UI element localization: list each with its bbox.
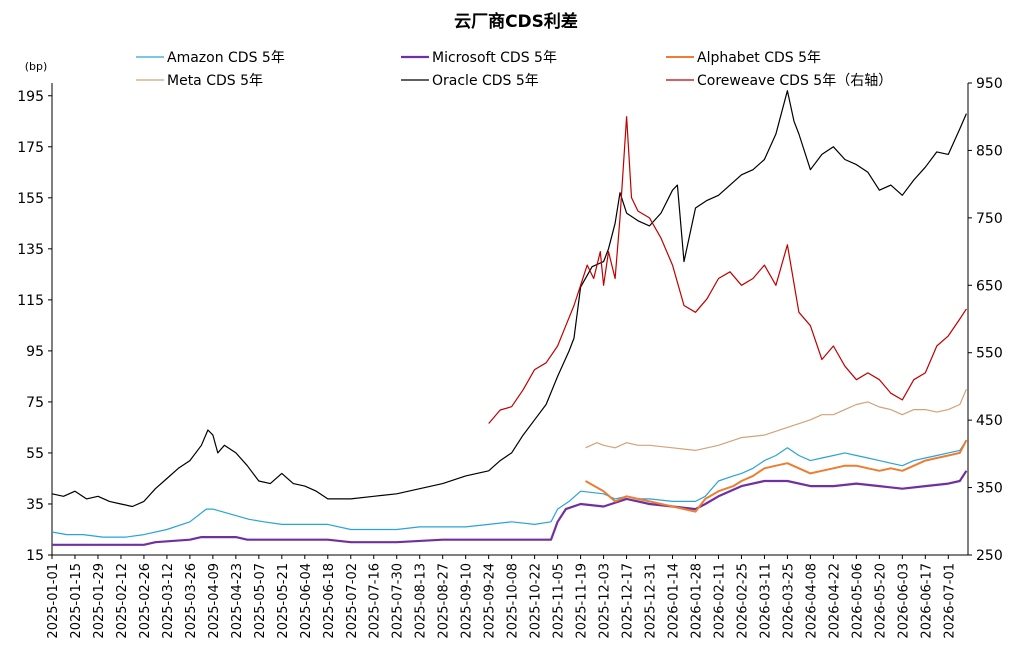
x-tick-label: 2026-06-03 [896, 563, 911, 639]
x-tick-label: 2026-04-22 [827, 563, 842, 639]
x-tick-label: 2025-09-10 [460, 563, 475, 639]
y-tick-label: 155 [17, 191, 44, 207]
x-tick-label: 2025-11-05 [552, 563, 567, 639]
x-tick-label: 2025-12-17 [621, 563, 636, 639]
y-tick-label: 35 [26, 497, 44, 513]
x-tick-label: 2025-01-29 [92, 563, 107, 639]
x-tick-label: 2025-12-03 [598, 563, 613, 639]
x-tick-label: 2025-08-13 [414, 563, 429, 639]
legend-label: Coreweave CDS 5年（右轴） [697, 73, 892, 89]
x-tick-label: 2026-02-25 [735, 563, 750, 639]
x-tick-label: 2025-09-24 [483, 563, 498, 639]
x-tick-label: 2025-11-19 [575, 563, 590, 639]
y2-tick-label: 350 [976, 481, 1003, 497]
x-tick-label: 2026-05-20 [873, 563, 888, 639]
x-tick-label: 2025-06-04 [299, 563, 314, 639]
x-tick-label: 2025-05-21 [276, 563, 291, 639]
y-tick-label: 15 [26, 548, 44, 564]
x-tick-label: 2026-04-08 [804, 563, 819, 639]
y-tick-label: 175 [17, 140, 44, 156]
series-line [585, 388, 967, 451]
x-tick-label: 2026-03-25 [781, 563, 796, 639]
x-tick-label: 2025-03-26 [184, 563, 199, 639]
x-tick-label: 2026-02-11 [712, 563, 727, 639]
x-tick-label: 2026-06-17 [919, 563, 934, 639]
axes: 15 35 55 75 95 115 135 155 175 195 250 350 450 550 650… [17, 76, 1002, 639]
x-tick-label: 2025-07-02 [345, 563, 360, 639]
x-tick-label: 2025-02-26 [138, 563, 153, 639]
y2-tick-label: 950 [976, 76, 1003, 92]
x-tick-label: 2025-10-22 [529, 563, 544, 639]
x-tick-label: 2026-01-14 [667, 563, 682, 639]
x-tick-label: 2025-02-12 [115, 563, 130, 639]
x-tick-label: 2025-05-07 [253, 563, 268, 639]
x-tick-label: 2025-07-16 [368, 563, 383, 639]
series-line [488, 116, 967, 424]
y-tick-label: 195 [17, 89, 44, 105]
x-tick-label: 2025-01-01 [46, 563, 61, 639]
y2-tick-label: 650 [976, 278, 1003, 294]
series-line [52, 470, 968, 546]
series-line [585, 439, 968, 513]
x-tick-label: 2025-12-31 [644, 563, 659, 639]
x-tick-label: 2026-03-11 [758, 563, 773, 639]
series-layer [51, 90, 968, 546]
y-tick-label: 115 [17, 293, 44, 309]
x-tick-label: 2026-07-01 [942, 563, 957, 639]
x-tick-label: 2025-03-12 [161, 563, 176, 639]
x-tick-label: 2025-04-09 [207, 563, 222, 639]
x-tick-label: 2026-05-06 [850, 563, 865, 639]
legend-label: Meta CDS 5年 [167, 73, 263, 89]
y2-tick-label: 850 [976, 143, 1003, 159]
x-tick-label: 2025-07-30 [391, 563, 406, 639]
x-tick-label: 2025-01-15 [69, 563, 84, 639]
legend: Amazon CDS 5年 Microsoft CDS 5年 Alphabet CD… [136, 50, 892, 89]
y2-tick-label: 250 [976, 548, 1003, 564]
x-tick-label: 2026-01-28 [689, 563, 704, 639]
x-tick-label: 2025-04-23 [230, 563, 245, 639]
legend-label: Microsoft CDS 5年 [432, 50, 557, 66]
y-tick-label: 95 [26, 344, 44, 360]
y2-tick-label: 750 [976, 211, 1003, 227]
x-tick-label: 2025-08-27 [437, 563, 452, 639]
legend-label: Oracle CDS 5年 [432, 73, 539, 89]
x-tick-label: 2025-10-08 [506, 563, 521, 639]
y-tick-label: 55 [26, 446, 44, 462]
x-tick-label: 2025-06-18 [322, 563, 337, 639]
y-tick-label: 135 [17, 242, 44, 258]
y-unit-label: (bp) [25, 60, 48, 73]
chart-title: 云厂商CDS利差 [454, 11, 578, 32]
y2-tick-label: 450 [976, 413, 1003, 429]
legend-label: Amazon CDS 5年 [167, 50, 285, 66]
legend-label: Alphabet CDS 5年 [697, 50, 821, 66]
y-tick-label: 75 [26, 395, 44, 411]
y2-tick-label: 550 [976, 346, 1003, 362]
series-line [51, 90, 967, 508]
